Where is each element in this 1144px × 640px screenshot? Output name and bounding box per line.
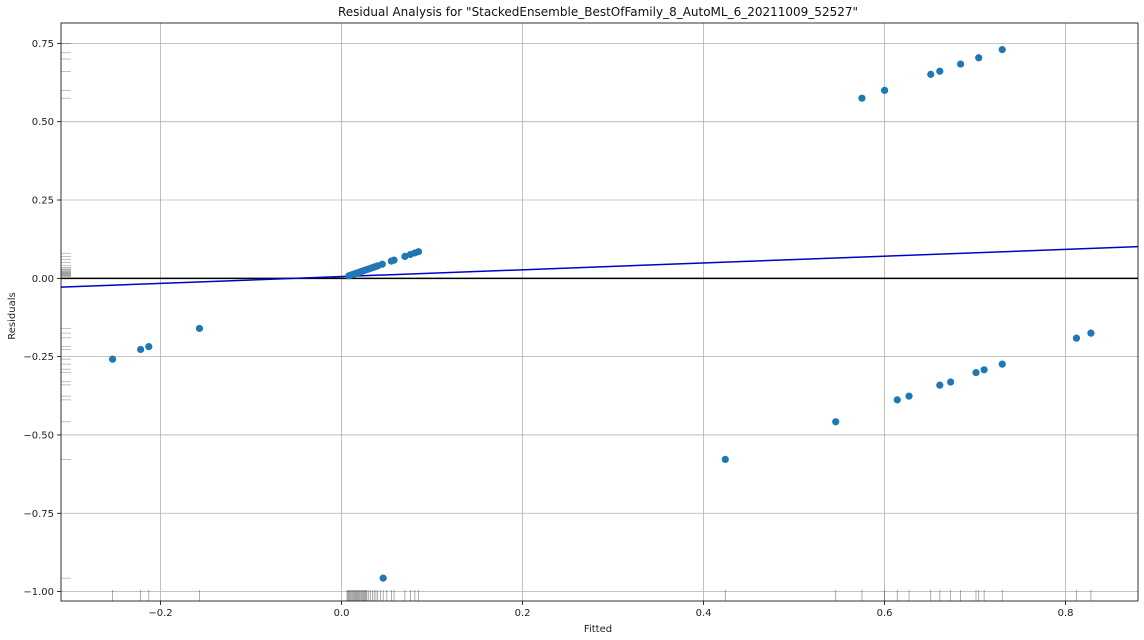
plot-frame (60, 22, 1139, 602)
residual-point (378, 260, 386, 268)
x-tick-label: −0.2 (148, 608, 172, 619)
residual-point (947, 378, 955, 386)
residual-point (145, 343, 153, 351)
residual-point (401, 252, 409, 260)
residual-point (414, 248, 423, 256)
residual-point (893, 396, 901, 404)
residual-point (379, 574, 387, 582)
x-tick-label: 0.0 (334, 608, 350, 619)
y-tick-label: −0.50 (23, 430, 54, 441)
residual-point (998, 46, 1006, 54)
y-tick-label: −0.75 (23, 509, 54, 520)
residual-point (108, 355, 117, 363)
x-axis-ticks: −0.2 0.0 0.2 0.4 0.6 0.8 (148, 601, 1074, 619)
residual-point (998, 360, 1006, 368)
y-tick-label: 0.25 (32, 196, 54, 207)
residual-point (1087, 329, 1095, 337)
residual-point (972, 369, 980, 377)
y-tick-label: 0.50 (32, 117, 54, 128)
residual-point (957, 60, 965, 68)
y-axis-ticks: −1.00 −0.75 −0.50 −0.25 0.00 0.25 0.50 0.75 (23, 39, 61, 598)
residual-point (858, 94, 866, 102)
scatter-points (108, 46, 1095, 582)
residual-point (195, 324, 204, 333)
residual-point (832, 418, 840, 426)
trend-line (60, 245, 1139, 288)
residual-point (980, 366, 988, 374)
residual-point (936, 67, 944, 75)
chart-title: Residual Analysis for "StackedEnsemble_B… (338, 5, 858, 19)
residual-point (880, 86, 889, 94)
reference-lines (60, 245, 1139, 288)
residual-point (936, 381, 944, 389)
x-axis-label: Fitted (584, 624, 612, 635)
y-tick-label: 0.75 (32, 39, 54, 50)
y-tick-label: −1.00 (23, 587, 54, 598)
x-tick-label: 0.2 (515, 608, 531, 619)
residual-point (1072, 334, 1081, 342)
residual-point (975, 54, 983, 62)
x-tick-label: 0.4 (696, 608, 712, 619)
residual-point (721, 455, 729, 463)
residual-point (905, 392, 913, 400)
x-tick-label: 0.6 (877, 608, 893, 619)
rug-marks (61, 43, 1092, 601)
y-tick-label: 0.00 (32, 274, 54, 285)
residual-point (137, 345, 145, 354)
residual-point (927, 70, 935, 78)
residual-point (390, 256, 398, 264)
x-tick-label: 0.8 (1058, 608, 1074, 619)
y-tick-label: −0.25 (23, 352, 54, 363)
y-axis-label: Residuals (7, 292, 18, 339)
